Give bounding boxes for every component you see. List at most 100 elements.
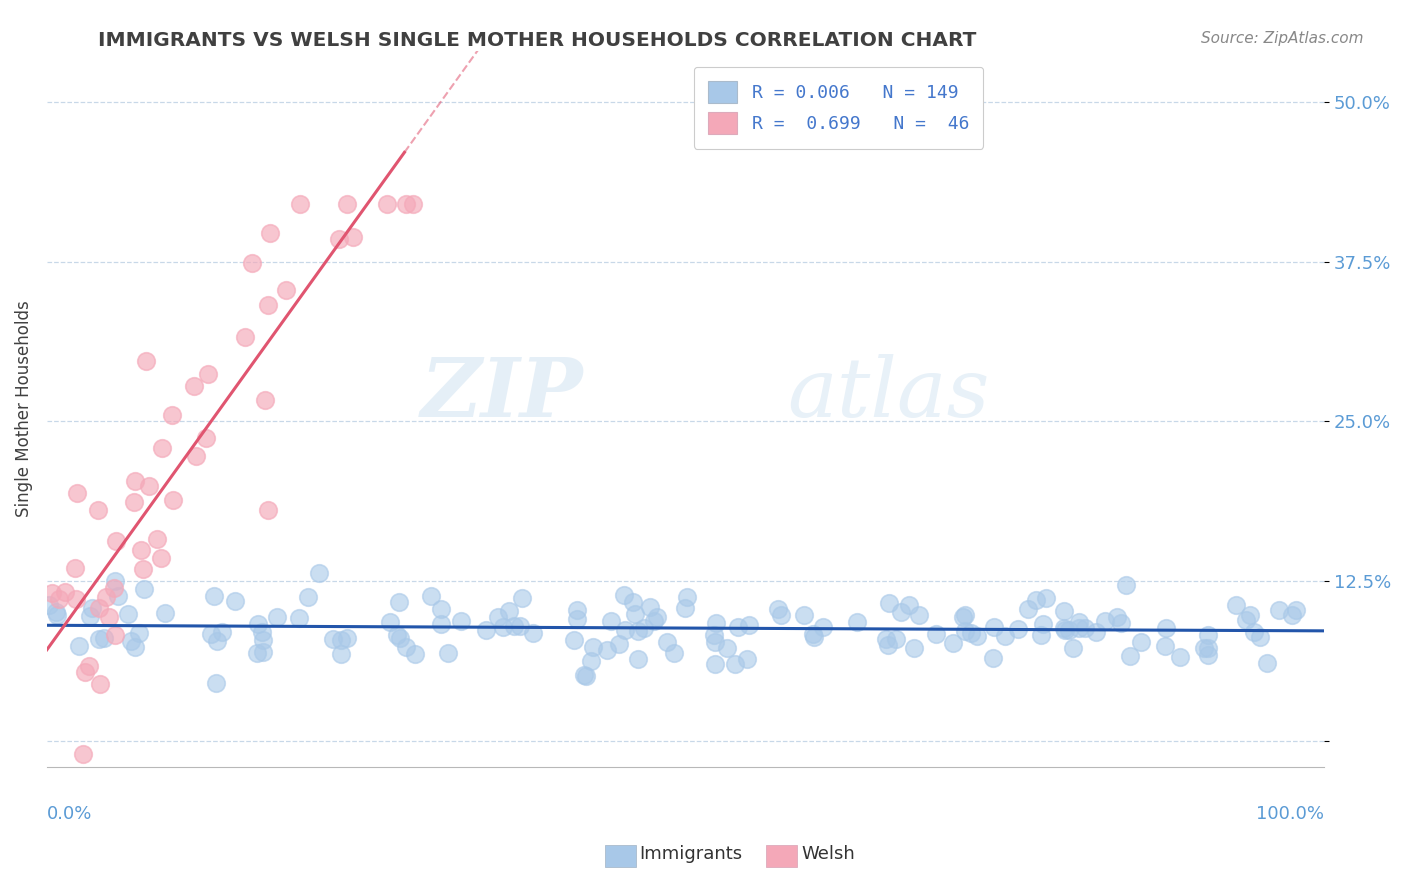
Point (1084, 625, 1107, 640)
Point (122, 495, 145, 509)
Point (657, 635, 679, 649)
Point (846, 615, 869, 629)
Point (1067, 621, 1090, 635)
Point (1156, 621, 1178, 635)
Point (942, 635, 965, 649)
Point (252, 645, 274, 659)
Point (884, 632, 907, 646)
Point (643, 614, 665, 628)
Point (793, 607, 815, 622)
Point (1281, 607, 1303, 622)
Point (120, 634, 142, 648)
Point (903, 640, 925, 655)
Point (1053, 623, 1076, 637)
Text: Immigrants: Immigrants (640, 845, 742, 863)
Point (419, 590, 441, 604)
Point (498, 604, 520, 618)
Point (150, 441, 173, 455)
Point (738, 618, 761, 632)
Point (994, 629, 1017, 643)
Point (404, 647, 426, 661)
Point (389, 631, 412, 645)
Point (160, 408, 183, 422)
Point (205, 676, 228, 690)
Point (955, 607, 977, 622)
Point (1268, 602, 1291, 616)
Point (94, 590, 117, 604)
Point (183, 378, 205, 392)
Y-axis label: Single Mother Households: Single Mother Households (15, 301, 32, 517)
Point (395, 640, 418, 654)
Point (1239, 607, 1261, 622)
Point (503, 619, 526, 633)
Point (82, 601, 104, 615)
Point (87, 632, 110, 646)
Point (107, 589, 129, 603)
Point (430, 602, 453, 616)
Point (202, 589, 225, 603)
Point (1057, 624, 1080, 638)
Point (146, 532, 169, 546)
Point (388, 595, 411, 609)
Point (703, 635, 725, 649)
Point (1067, 615, 1090, 630)
Point (257, 503, 280, 517)
Point (638, 600, 661, 615)
Point (149, 551, 172, 566)
Point (246, 646, 269, 660)
Point (627, 652, 650, 666)
Point (1053, 621, 1076, 635)
Point (1256, 656, 1278, 670)
Point (254, 392, 277, 407)
Point (908, 608, 931, 623)
Point (153, 606, 176, 620)
Point (402, 197, 425, 211)
Point (582, 640, 605, 654)
Point (716, 641, 738, 656)
Point (336, 197, 359, 211)
Point (274, 284, 297, 298)
Point (103, 581, 125, 595)
Point (703, 628, 725, 642)
Point (486, 610, 509, 624)
Point (1197, 648, 1219, 662)
Point (662, 646, 685, 660)
Point (727, 620, 749, 634)
Point (257, 298, 280, 312)
Point (308, 566, 330, 580)
Point (240, 256, 263, 270)
Point (1168, 649, 1191, 664)
Point (769, 608, 792, 623)
Point (252, 633, 274, 648)
Point (395, 197, 418, 211)
Point (162, 492, 184, 507)
Point (77, 659, 100, 673)
Point (65, 591, 87, 606)
Point (224, 594, 246, 608)
Point (803, 630, 825, 644)
Point (117, 607, 139, 622)
Point (801, 627, 824, 641)
Point (328, 232, 350, 246)
Point (621, 595, 644, 609)
Point (129, 543, 152, 558)
Point (124, 640, 146, 654)
Point (1130, 635, 1153, 649)
Point (624, 607, 647, 621)
Point (959, 625, 981, 640)
Point (966, 629, 988, 643)
Point (492, 620, 515, 634)
Point (1017, 601, 1039, 615)
Text: Source: ZipAtlas.com: Source: ZipAtlas.com (1201, 31, 1364, 46)
Point (955, 624, 977, 639)
Point (195, 431, 218, 445)
Point (104, 534, 127, 549)
Point (565, 603, 588, 617)
Point (1194, 640, 1216, 655)
Point (45, 605, 67, 619)
Point (581, 654, 603, 668)
Text: atlas: atlas (787, 354, 990, 434)
Text: IMMIGRANTS VS WELSH SINGLE MOTHER HOUSEHOLDS CORRELATION CHART: IMMIGRANTS VS WELSH SINGLE MOTHER HOUSEH… (98, 31, 977, 50)
Point (1029, 628, 1052, 642)
Point (266, 610, 288, 624)
